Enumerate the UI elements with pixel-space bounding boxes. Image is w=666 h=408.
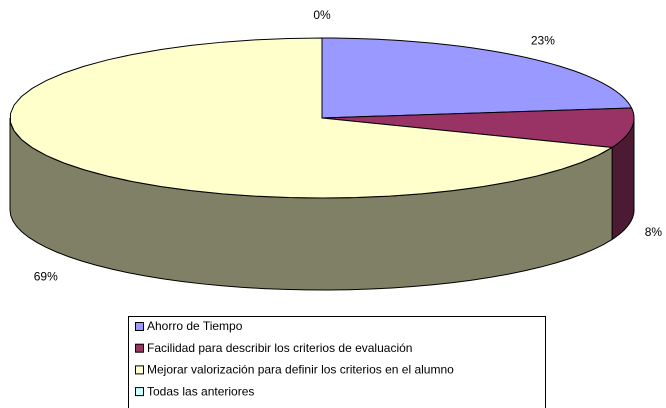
data-label: 0% [313,8,331,22]
legend-box [128,316,546,408]
legend-label: Facilidad para describir los criterios d… [147,341,412,355]
data-label: 8% [645,225,663,239]
legend-swatch [135,322,144,331]
legend-label: Mejorar valorización para definir los cr… [147,363,454,377]
pie-slice [321,37,633,119]
pie-slice [321,107,635,148]
legend-label: Todas las anteriores [147,384,254,398]
legend-label: Ahorro de Tiempo [147,319,243,333]
pie-slice [9,37,614,199]
legend-swatch [135,387,144,397]
data-label: 69% [34,270,58,284]
legend-swatch [135,343,144,353]
data-label: 23% [531,34,555,48]
legend-swatch [135,365,144,375]
